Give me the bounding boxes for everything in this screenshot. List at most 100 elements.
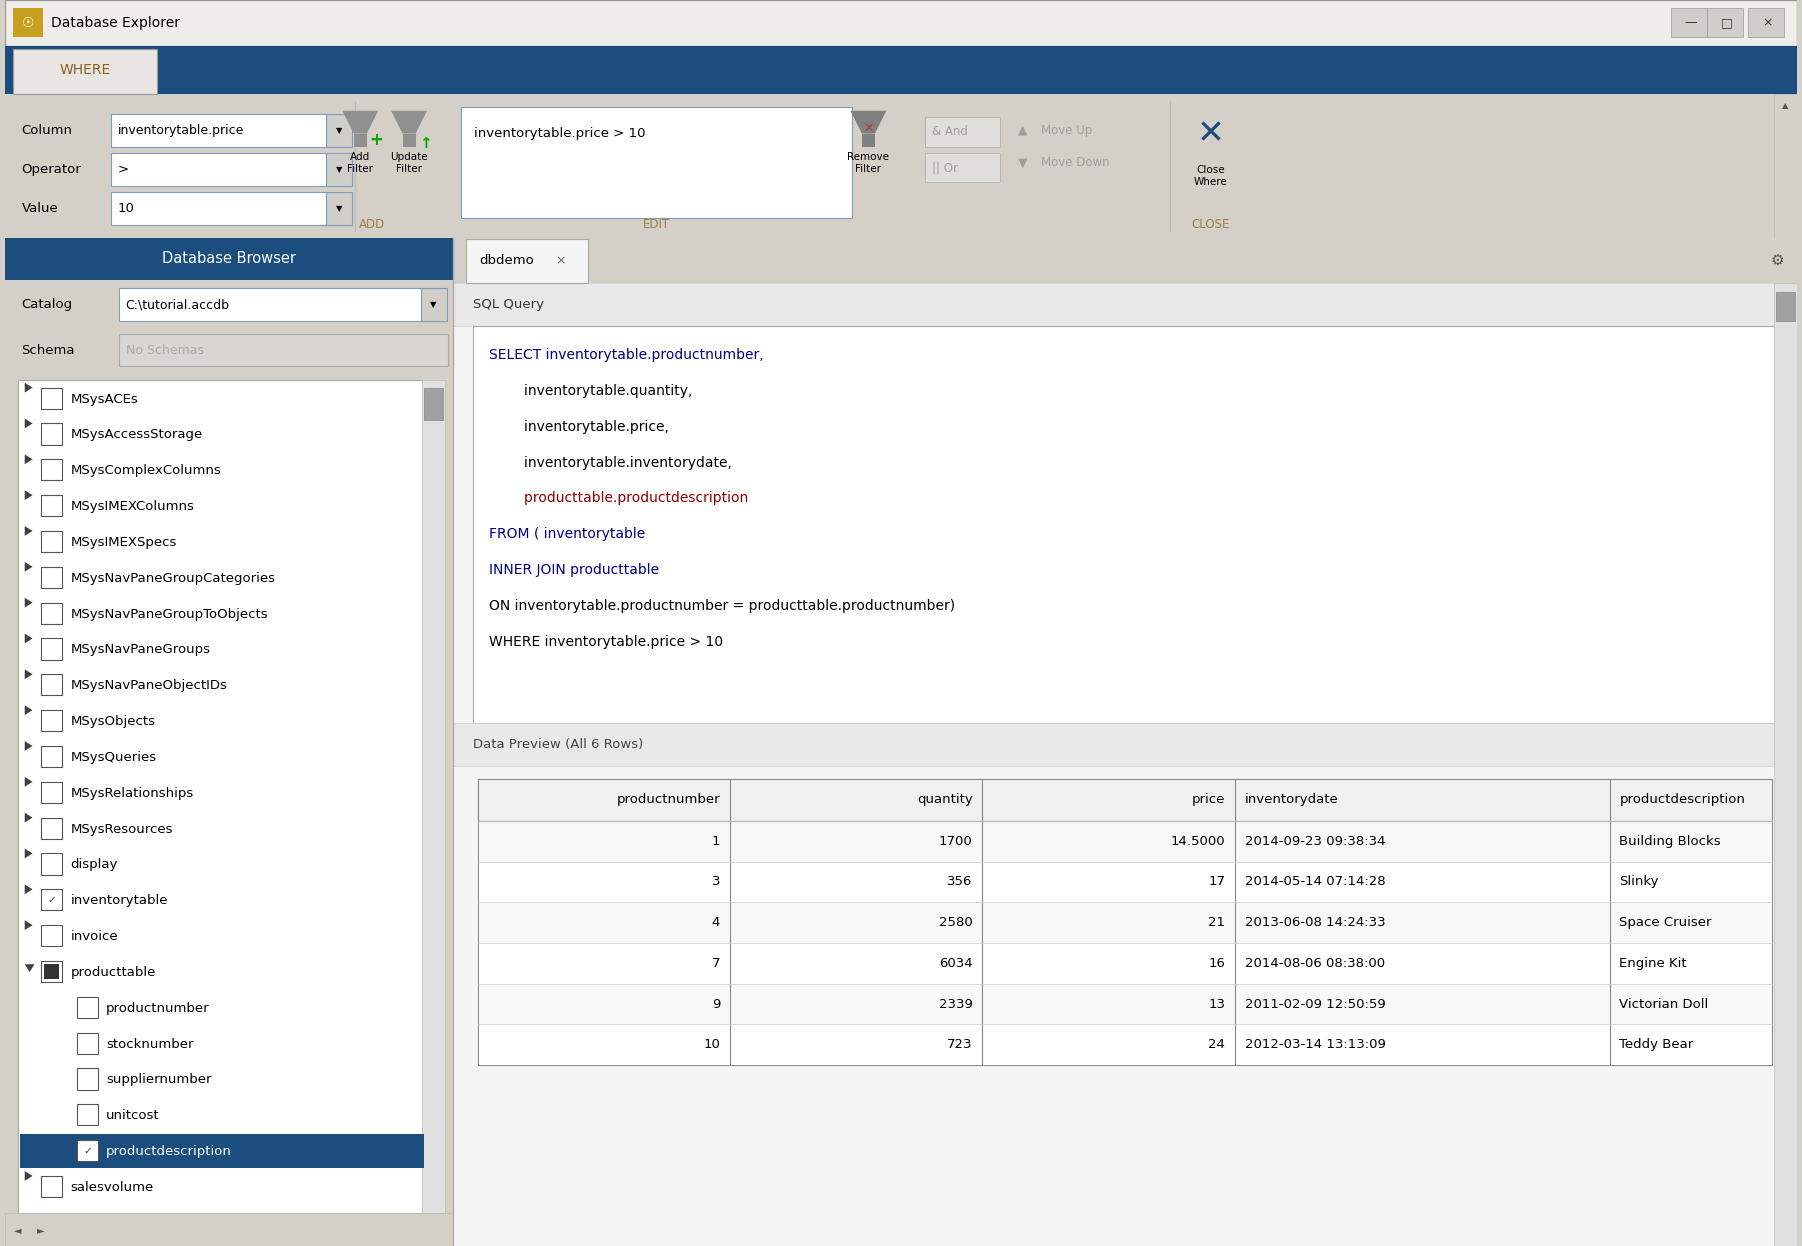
- Text: inventorytable: inventorytable: [70, 895, 168, 907]
- Bar: [452, 723, 1797, 765]
- Bar: [461, 107, 852, 218]
- Text: inventorydate: inventorydate: [1245, 794, 1339, 806]
- Polygon shape: [402, 133, 416, 147]
- Text: & And: & And: [932, 126, 968, 138]
- Text: Schema: Schema: [22, 344, 76, 356]
- Text: stocknumber: stocknumber: [106, 1038, 193, 1050]
- Bar: [112, 192, 326, 224]
- Text: 2014-08-06 08:38:00: 2014-08-06 08:38:00: [1245, 957, 1384, 969]
- Polygon shape: [25, 705, 32, 715]
- Polygon shape: [25, 849, 32, 858]
- Polygon shape: [353, 133, 368, 147]
- Bar: [479, 943, 1771, 984]
- Text: 10: 10: [703, 1038, 721, 1052]
- Text: 723: 723: [948, 1038, 973, 1052]
- Text: MSysObjects: MSysObjects: [70, 715, 155, 728]
- Text: ▲: ▲: [1782, 101, 1789, 111]
- Bar: [926, 153, 1000, 182]
- Bar: [13, 49, 157, 95]
- Text: MSysQueries: MSysQueries: [70, 751, 157, 764]
- Text: Database Browser: Database Browser: [162, 252, 296, 267]
- Text: ✓: ✓: [47, 895, 56, 905]
- Text: quantity: quantity: [917, 794, 973, 806]
- Text: ✕: ✕: [863, 122, 874, 135]
- Polygon shape: [25, 598, 32, 608]
- Polygon shape: [25, 455, 32, 465]
- Bar: [41, 781, 63, 802]
- Text: Database Explorer: Database Explorer: [50, 16, 180, 30]
- Bar: [1672, 9, 1706, 37]
- Text: inventorytable.inventorydate,: inventorytable.inventorydate,: [488, 456, 732, 470]
- Bar: [5, 1214, 452, 1246]
- Text: inventorytable.price: inventorytable.price: [117, 123, 243, 137]
- Text: □: □: [1721, 16, 1734, 30]
- Text: display: display: [70, 858, 117, 871]
- Bar: [5, 0, 1797, 46]
- Text: 13: 13: [1207, 998, 1225, 1011]
- Bar: [41, 460, 63, 481]
- Text: 10: 10: [117, 202, 135, 216]
- Bar: [41, 746, 63, 768]
- Bar: [41, 710, 63, 731]
- Text: ×: ×: [555, 254, 566, 267]
- Bar: [452, 283, 1797, 325]
- Text: No Schemas: No Schemas: [126, 344, 204, 356]
- Bar: [77, 1069, 97, 1090]
- Bar: [422, 380, 445, 1214]
- Text: 1700: 1700: [939, 835, 973, 847]
- Text: Space Cruiser: Space Cruiser: [1620, 916, 1712, 930]
- Text: Move Up: Move Up: [1042, 123, 1092, 137]
- Text: —: —: [1685, 16, 1697, 30]
- Text: INNER JOIN producttable: INNER JOIN producttable: [488, 563, 660, 577]
- Bar: [20, 1134, 423, 1168]
- Text: MSysNavPaneObjectIDs: MSysNavPaneObjectIDs: [70, 679, 227, 693]
- Polygon shape: [25, 741, 32, 751]
- Text: MSysComplexColumns: MSysComplexColumns: [70, 465, 222, 477]
- Bar: [479, 1024, 1771, 1065]
- Bar: [41, 674, 63, 695]
- Text: 2014-05-14 07:14:28: 2014-05-14 07:14:28: [1245, 876, 1386, 888]
- Bar: [41, 961, 63, 982]
- Text: C:\tutorial.accdb: C:\tutorial.accdb: [126, 298, 229, 312]
- Polygon shape: [25, 1171, 32, 1181]
- Text: EDIT: EDIT: [643, 218, 670, 232]
- Bar: [478, 779, 1773, 821]
- Text: Operator: Operator: [22, 163, 81, 176]
- Text: >: >: [117, 163, 128, 176]
- Text: price: price: [1191, 794, 1225, 806]
- Bar: [5, 238, 452, 1246]
- Text: MSysIMEXSpecs: MSysIMEXSpecs: [70, 536, 177, 549]
- Bar: [479, 862, 1771, 902]
- Text: ✕: ✕: [1197, 117, 1225, 150]
- Text: MSysNavPaneGroupToObjects: MSysNavPaneGroupToObjects: [70, 608, 268, 621]
- Bar: [1773, 283, 1797, 1246]
- Text: Close
Where: Close Where: [1193, 166, 1227, 187]
- Bar: [479, 902, 1771, 943]
- Text: ►: ►: [38, 1225, 45, 1235]
- Text: 2014-09-23 09:38:34: 2014-09-23 09:38:34: [1245, 835, 1386, 847]
- Text: SELECT inventorytable.productnumber,: SELECT inventorytable.productnumber,: [488, 348, 764, 363]
- Bar: [326, 192, 351, 224]
- Polygon shape: [25, 812, 32, 822]
- Text: 356: 356: [948, 876, 973, 888]
- Text: dbdemo: dbdemo: [479, 254, 533, 267]
- Text: inventorytable.price > 10: inventorytable.price > 10: [474, 127, 645, 140]
- Text: Catalog: Catalog: [22, 298, 72, 312]
- Text: productdescription: productdescription: [1620, 794, 1744, 806]
- Text: ▼: ▼: [1018, 157, 1027, 169]
- Bar: [77, 1140, 97, 1161]
- Text: invoice: invoice: [70, 930, 117, 943]
- Polygon shape: [25, 562, 32, 572]
- Polygon shape: [25, 490, 32, 500]
- Text: MSysIMEXColumns: MSysIMEXColumns: [70, 500, 195, 513]
- Text: 17: 17: [1207, 876, 1225, 888]
- Text: ▼: ▼: [335, 126, 342, 135]
- Text: MSysResources: MSysResources: [70, 822, 173, 836]
- Text: 21: 21: [1207, 916, 1225, 930]
- Polygon shape: [851, 111, 887, 133]
- Bar: [41, 925, 63, 946]
- Text: MSysRelationships: MSysRelationships: [70, 786, 193, 800]
- Text: ↑: ↑: [420, 136, 432, 151]
- Text: WHERE inventorytable.price > 10: WHERE inventorytable.price > 10: [488, 634, 723, 649]
- Text: ▲: ▲: [1018, 123, 1027, 137]
